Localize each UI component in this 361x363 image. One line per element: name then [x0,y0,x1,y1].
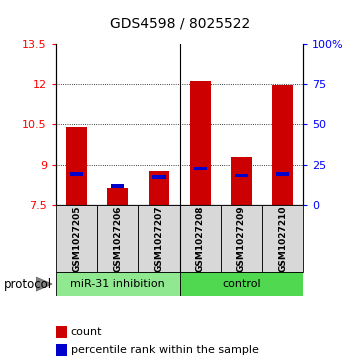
Bar [262,205,303,272]
Bar [56,205,97,272]
Bar [66,127,87,205]
Bar [221,205,262,272]
Text: GSM1027210: GSM1027210 [278,205,287,272]
Bar [152,175,166,179]
Bar [231,156,252,205]
Text: count: count [71,327,102,337]
Text: GSM1027208: GSM1027208 [196,205,205,272]
Bar [56,344,67,356]
Bar [138,205,180,272]
Text: GSM1027206: GSM1027206 [113,205,122,272]
Polygon shape [36,277,52,291]
Text: GSM1027207: GSM1027207 [155,205,164,272]
Bar [97,205,138,272]
Text: GSM1027209: GSM1027209 [237,205,246,272]
Text: GDS4598 / 8025522: GDS4598 / 8025522 [110,16,251,30]
Text: control: control [222,279,261,289]
Text: GSM1027205: GSM1027205 [72,205,81,272]
Text: percentile rank within the sample: percentile rank within the sample [71,345,259,355]
Bar [180,272,303,296]
Bar [108,188,128,205]
Text: protocol: protocol [4,278,52,290]
Bar [56,326,67,338]
Bar [235,174,248,177]
Bar [276,172,289,176]
Bar [70,172,83,176]
Bar [111,184,125,188]
Bar [149,171,169,205]
Bar [193,167,207,171]
Bar [56,272,180,296]
Text: miR-31 inhibition: miR-31 inhibition [70,279,165,289]
Bar [272,85,293,205]
Bar [190,81,210,205]
Bar [180,205,221,272]
